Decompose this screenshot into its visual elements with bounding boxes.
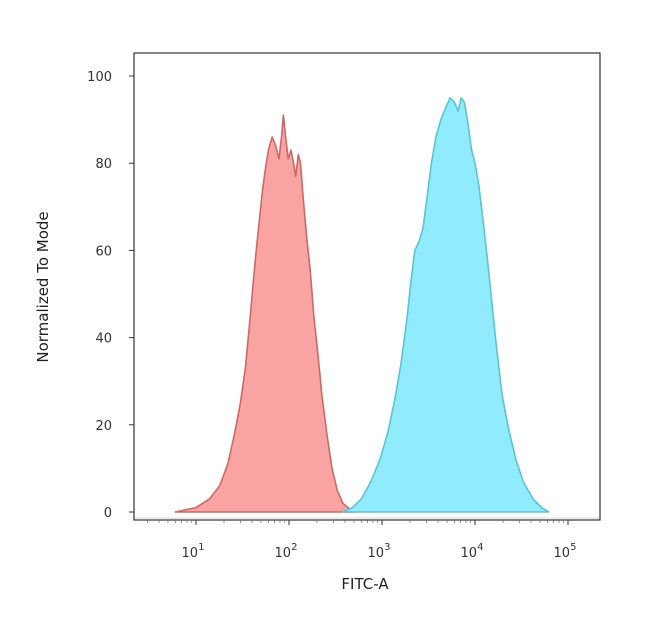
y-tick-label: 0	[104, 506, 112, 521]
y-tick-label: 20	[95, 419, 112, 434]
plot-frame	[133, 52, 601, 521]
x-tick-base: 10	[554, 546, 571, 561]
series-layer	[134, 97, 600, 519]
x-axis: 101 102 103 104 105	[147, 520, 576, 561]
y-axis-title: Normalized To Mode	[34, 211, 52, 362]
x-tick-label: 103	[368, 542, 391, 561]
y-axis: 0 20 40 60 80 100	[87, 70, 134, 521]
x-tick-label: 105	[554, 542, 577, 561]
histogram-series-1	[174, 114, 355, 513]
x-tick-base: 10	[461, 546, 478, 561]
x-axis-title: FITC-A	[341, 575, 389, 593]
x-tick-exponent: 3	[384, 542, 390, 553]
y-tick-label: 60	[95, 244, 112, 259]
y-tick-label: 80	[95, 157, 112, 172]
x-tick-exponent: 5	[570, 542, 576, 553]
x-tick-label: 104	[461, 542, 484, 561]
x-tick-exponent: 1	[198, 542, 204, 553]
x-tick-exponent: 2	[291, 542, 297, 553]
x-tick-label: 102	[275, 542, 298, 561]
y-tick-label: 40	[95, 332, 112, 347]
x-tick-base: 10	[275, 546, 292, 561]
x-tick-exponent: 4	[477, 542, 483, 553]
x-tick-label: 101	[182, 542, 205, 561]
y-tick-label: 100	[87, 70, 112, 85]
x-tick-base: 10	[368, 546, 385, 561]
histogram-series-2	[342, 97, 550, 513]
x-tick-base: 10	[182, 546, 199, 561]
